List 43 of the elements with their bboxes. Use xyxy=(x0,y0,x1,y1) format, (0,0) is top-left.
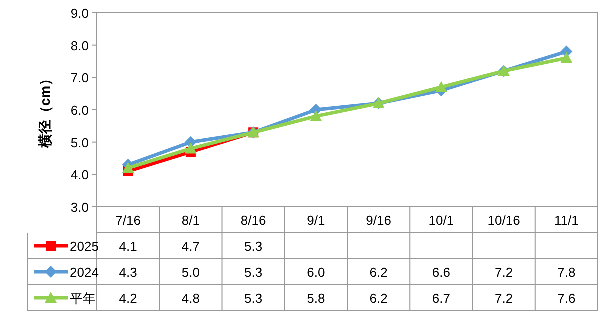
y-tick-label: 7.0 xyxy=(70,70,89,86)
y-tick-label: 8.0 xyxy=(70,38,89,54)
data-label: 5.3 xyxy=(244,239,263,254)
x-tick-label: 10/16 xyxy=(488,213,520,228)
data-label: 5.3 xyxy=(244,265,263,280)
y-tick-label: 6.0 xyxy=(70,103,89,118)
data-label: 5.0 xyxy=(182,265,200,280)
y-tick-label: 4.0 xyxy=(70,168,89,183)
x-tick-label: 9/16 xyxy=(366,213,392,228)
legend-label: 2025 xyxy=(70,239,99,254)
x-tick-label: 9/1 xyxy=(307,213,326,228)
data-label: 4.8 xyxy=(182,291,200,306)
data-label: 5.8 xyxy=(307,291,326,306)
point xyxy=(122,162,134,174)
point xyxy=(435,81,448,92)
data-label: 4.2 xyxy=(119,291,138,306)
data-label: 6.2 xyxy=(370,265,388,280)
data-label: 6.0 xyxy=(307,265,326,280)
x-tick-label: 7/16 xyxy=(116,213,141,228)
point xyxy=(310,110,322,122)
x-tick-label: 10/1 xyxy=(428,213,454,228)
x-tick-label: 8/16 xyxy=(240,213,266,228)
y-tick-label: 5.0 xyxy=(70,135,89,150)
y-tick-label: 3.0 xyxy=(70,200,89,215)
y-axis-title: 横径（cm） xyxy=(37,72,53,150)
legend-label: 平年 xyxy=(70,291,96,306)
x-tick-label: 11/1 xyxy=(554,213,579,228)
data-label: 6.6 xyxy=(432,265,450,280)
point xyxy=(560,52,573,64)
legend-label: 2024 xyxy=(70,265,99,280)
data-label: 4.1 xyxy=(119,239,138,254)
data-label: 5.3 xyxy=(244,291,263,306)
data-label: 7.2 xyxy=(495,291,514,306)
x-tick-label: 8/1 xyxy=(182,213,200,228)
y-tick-label: 9.0 xyxy=(70,6,89,21)
data-label: 6.2 xyxy=(370,291,388,306)
data-label: 7.6 xyxy=(558,291,576,306)
data-label: 4.7 xyxy=(182,239,200,254)
data-label: 6.7 xyxy=(432,291,450,306)
data-label: 4.3 xyxy=(119,265,138,280)
data-label: 7.2 xyxy=(495,265,514,280)
point xyxy=(184,142,197,154)
data-label: 7.8 xyxy=(558,265,576,280)
